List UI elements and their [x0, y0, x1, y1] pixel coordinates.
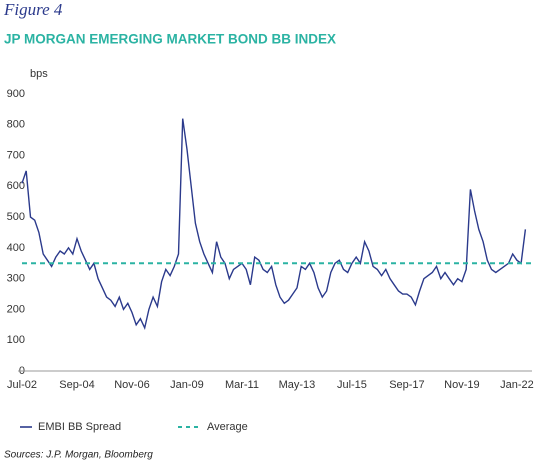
- y-tick-label: 400: [7, 242, 25, 254]
- x-tick-label: Jan-22: [500, 379, 534, 391]
- series-line: [21, 118, 527, 331]
- legend-label: Average: [207, 421, 248, 433]
- source: Sources: J.P. Morgan, Bloomberg: [4, 450, 153, 461]
- y-tick-label: 200: [7, 303, 25, 315]
- figure-label: Figure 4: [3, 0, 63, 19]
- y-tick-label: 300: [7, 273, 25, 285]
- x-tick-label: Jul-15: [337, 379, 367, 391]
- x-tick-label: Jul-02: [7, 379, 37, 391]
- y-tick-label: 700: [7, 149, 25, 161]
- x-tick-label: Nov-19: [444, 379, 479, 391]
- x-tick-label: Mar-11: [225, 379, 259, 391]
- x-tick-label: May-13: [279, 379, 316, 391]
- y-axis-label: bps: [30, 68, 48, 80]
- x-tick-label: Sep-04: [59, 379, 94, 391]
- x-tick-label: Jan-09: [170, 379, 204, 391]
- y-tick-label: 500: [7, 211, 25, 223]
- y-tick-label: 800: [7, 119, 25, 131]
- y-tick-label: 100: [7, 334, 25, 346]
- y-tick-label: 900: [7, 88, 25, 100]
- x-tick-label: Sep-17: [389, 379, 424, 391]
- x-tick-label: Nov-06: [114, 379, 149, 391]
- chart-title: JP MORGAN EMERGING MARKET BOND BB INDEX: [4, 32, 336, 47]
- legend-label: EMBI BB Spread: [38, 421, 121, 433]
- y-tick-label: 600: [7, 180, 25, 192]
